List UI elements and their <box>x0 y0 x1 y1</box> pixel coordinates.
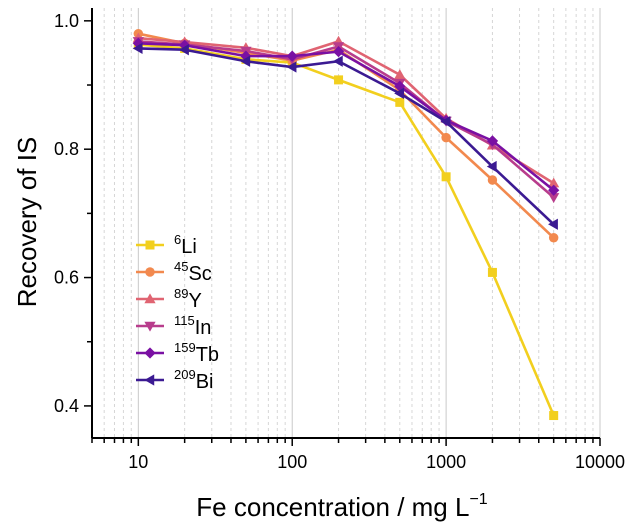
legend-label: 209Bi <box>174 367 214 393</box>
x-tick-label: 1000 <box>426 452 466 472</box>
legend-label-mass: 45 <box>174 259 188 274</box>
legend-label: 159Tb <box>174 340 219 366</box>
legend-label-element: Bi <box>196 371 214 393</box>
data-point <box>334 75 344 85</box>
legend-label-mass: 209 <box>174 367 196 382</box>
legend-label: 89Y <box>174 286 202 312</box>
data-point <box>549 411 559 421</box>
y-tick-label: 0.6 <box>54 268 79 288</box>
data-point <box>487 175 498 185</box>
legend-label-element: Sc <box>188 263 211 285</box>
x-tick-label: 100 <box>277 452 307 472</box>
data-point <box>395 97 405 107</box>
legend-label-element: Y <box>188 290 201 312</box>
data-point <box>548 177 560 188</box>
data-point <box>286 50 298 62</box>
series-line <box>138 36 555 185</box>
legend-label-mass: 6 <box>174 232 181 247</box>
series-bi <box>132 42 558 230</box>
legend-label-element: Li <box>181 236 197 258</box>
data-point <box>440 115 451 128</box>
data-point <box>548 218 558 230</box>
legend-item-y: 89Y <box>136 286 202 312</box>
series-sc <box>133 28 559 243</box>
legend-item-tb: 159Tb <box>136 340 219 366</box>
y-axis-title: Recovery of IS <box>12 137 42 308</box>
data-point <box>486 160 497 173</box>
data-point <box>144 293 156 304</box>
legend-label: 6Li <box>174 232 197 258</box>
plot-area <box>132 28 560 421</box>
data-point <box>394 69 406 79</box>
grid <box>91 8 601 438</box>
legend-label: 115In <box>174 313 211 339</box>
legend-item-bi: 209Bi <box>136 367 214 393</box>
data-point <box>548 233 559 243</box>
data-point <box>179 44 189 56</box>
data-point <box>145 240 155 250</box>
x-axis-title-sup: −1 <box>469 491 487 508</box>
data-point <box>332 46 345 58</box>
series-tb <box>132 37 560 196</box>
data-point <box>144 321 156 332</box>
legend-label-element: In <box>195 317 212 339</box>
x-axis-title: Fe concentration / mg L−1 <box>196 491 487 522</box>
data-point <box>548 184 560 196</box>
y-tick-label: 0.8 <box>54 139 79 159</box>
legend-item-sc: 45Sc <box>136 259 212 285</box>
legend-item-li: 6Li <box>136 232 197 258</box>
y-tick-label: 1.0 <box>54 11 79 31</box>
legend-label-mass: 89 <box>174 286 188 301</box>
legend-label-mass: 159 <box>174 340 196 355</box>
legend-label-element: Tb <box>196 344 219 366</box>
data-point <box>240 55 251 67</box>
x-axis-title-main: Fe concentration / mg L <box>196 492 469 522</box>
data-point <box>548 193 560 203</box>
data-point <box>486 135 499 147</box>
legend-item-in: 115In <box>136 313 211 339</box>
data-point <box>441 172 451 182</box>
x-tick-label: 10 <box>128 452 148 472</box>
x-tick-label: 10000 <box>575 452 625 472</box>
data-point <box>132 42 143 55</box>
data-point <box>394 87 405 99</box>
data-point <box>144 374 155 386</box>
axes: 10 100 1000 10000 0.4 0.6 0.8 1.0 <box>54 8 625 472</box>
data-point <box>332 55 343 67</box>
data-point <box>487 267 497 277</box>
legend-label-mass: 115 <box>174 313 195 328</box>
data-point <box>144 347 156 359</box>
data-point <box>441 132 451 143</box>
legend-label: 45Sc <box>174 259 212 285</box>
y-tick-label: 0.4 <box>54 396 79 416</box>
data-point <box>286 61 297 73</box>
data-point <box>145 267 155 277</box>
